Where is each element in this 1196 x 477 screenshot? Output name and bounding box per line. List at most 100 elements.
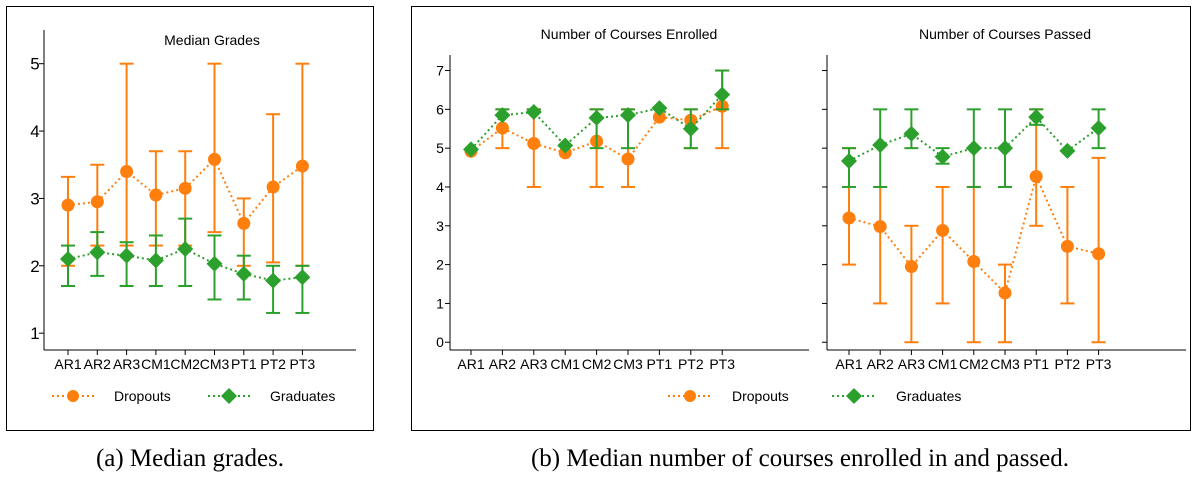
- x-tick-label: CM1: [141, 356, 171, 372]
- y-tick-label: 0: [436, 334, 444, 350]
- x-tick-label: CM1: [928, 356, 958, 372]
- x-tick-label: AR2: [867, 356, 894, 372]
- dropouts-point: [873, 220, 887, 234]
- graduates-point: [118, 247, 135, 264]
- graduates-point: [177, 240, 194, 257]
- y-tick-label: 2: [436, 257, 444, 273]
- dropouts-point: [295, 159, 309, 173]
- y-tick-label: 4: [30, 122, 39, 141]
- x-tick-label: PT1: [231, 356, 257, 372]
- x-tick-label: AR2: [489, 356, 516, 372]
- graduates-point: [206, 255, 223, 272]
- graduates-point: [235, 265, 252, 282]
- graduates-point: [620, 107, 636, 124]
- dropouts-point: [527, 137, 541, 150]
- graduates-point: [1059, 142, 1076, 159]
- x-tick-label: CM2: [170, 356, 200, 372]
- caption-a: (a) Median grades.: [96, 445, 284, 472]
- graduates-point: [60, 251, 76, 268]
- legend-b: Dropouts Graduates: [668, 388, 961, 404]
- graduates-point: [1028, 109, 1045, 126]
- series-line-graduates: [848, 115, 1100, 162]
- dropouts-point: [120, 164, 134, 178]
- y-tick-label: 3: [436, 218, 444, 234]
- graduates-point: [651, 100, 668, 117]
- dropouts-point: [904, 260, 918, 274]
- legend-a-dropouts-label: Dropouts: [114, 388, 171, 404]
- dropouts-point: [266, 180, 280, 194]
- legend-b-dropouts-label: Dropouts: [732, 388, 789, 404]
- courses-enrolled-panel: Number of Courses Enrolled 0 1 2 3 4 5 6 7 AR1 AR…: [436, 26, 809, 372]
- legend-a-dropouts-marker: [67, 390, 79, 402]
- x-tick-label: CM2: [959, 356, 989, 372]
- x-tick-label: AR3: [898, 356, 925, 372]
- x-tick-label: PT1: [1023, 356, 1049, 372]
- dropouts-point: [237, 216, 251, 230]
- dropouts-point: [1092, 247, 1106, 261]
- y-tick-label: 5: [30, 55, 39, 74]
- x-tick-label: AR2: [84, 356, 111, 372]
- graduates-point: [588, 109, 605, 126]
- legend-a-graduates-marker: [221, 388, 237, 404]
- x-tick-label: PT2: [678, 356, 704, 372]
- x-tick-label: CM1: [550, 356, 580, 372]
- legend-a-graduates-label: Graduates: [270, 388, 335, 404]
- x-tick-label: CM3: [200, 356, 230, 372]
- y-tick-label: 1: [30, 324, 39, 343]
- legend-b-dropouts-marker: [684, 390, 696, 402]
- graduates-point: [265, 272, 282, 289]
- x-tick-label: AR1: [835, 356, 862, 372]
- y-tick-label: 5: [436, 140, 444, 156]
- y-tick-label: 7: [436, 63, 444, 79]
- dropouts-point: [621, 152, 635, 166]
- graduates-point: [494, 107, 511, 124]
- dropouts-point: [652, 110, 666, 124]
- y-tick-label: 1: [436, 295, 444, 311]
- x-tick-label: AR1: [457, 356, 484, 372]
- x-tick-label: PT3: [1086, 356, 1112, 372]
- panel-a-title: Median Grades: [164, 32, 260, 48]
- y-tick-label: 3: [30, 189, 39, 208]
- graduates-point: [557, 137, 574, 154]
- x-tick-label: PT3: [709, 356, 735, 372]
- x-tick-label: PT2: [260, 356, 286, 372]
- graduates-point: [965, 140, 982, 157]
- x-tick-label: CM3: [990, 356, 1020, 372]
- graduates-point: [934, 148, 951, 165]
- x-tick-label: CM2: [582, 356, 612, 372]
- dropouts-point: [936, 223, 950, 237]
- dropouts-point: [149, 188, 163, 202]
- dropouts-point: [178, 181, 192, 195]
- graduates-point: [682, 120, 699, 137]
- graduates-point: [714, 86, 731, 103]
- caption-b: (b) Median number of courses enrolled in…: [531, 445, 1069, 472]
- graduates-point: [872, 137, 889, 154]
- graduates-point: [89, 244, 106, 261]
- dropouts-point: [61, 198, 75, 212]
- dropouts-point: [842, 211, 856, 225]
- graduates-point: [903, 125, 920, 142]
- graduates-point: [463, 141, 479, 158]
- courses-passed-panel: Number of Courses Passed AR1 AR2 AR3 CM1 CM2…: [822, 26, 1186, 372]
- graduates-point: [525, 104, 542, 121]
- graduates-point: [147, 252, 164, 269]
- x-tick-label: AR1: [54, 356, 81, 372]
- graduates-point: [294, 269, 311, 286]
- x-tick-label: CM3: [613, 356, 643, 372]
- dropouts-point: [495, 121, 509, 135]
- x-tick-label: PT3: [290, 356, 316, 372]
- x-tick-label: PT2: [1055, 356, 1081, 372]
- series-line-dropouts: [848, 173, 1099, 295]
- y-tick-label: 4: [436, 179, 444, 195]
- legend-b-graduates-label: Graduates: [896, 388, 961, 404]
- figure-a-frame: [6, 6, 374, 431]
- dropouts-point: [208, 152, 221, 166]
- dropouts-point: [1060, 239, 1074, 253]
- dropouts-point: [90, 195, 104, 209]
- x-tick-label: AR3: [113, 356, 140, 372]
- median-grades-panel: Median Grades 1 2 3 4 5 AR1 AR2 AR3 CM1 CM2 CM3 PT1…: [30, 30, 356, 372]
- graduates-point: [1090, 119, 1107, 136]
- x-tick-label: AR3: [520, 356, 547, 372]
- graduates-point: [841, 152, 857, 169]
